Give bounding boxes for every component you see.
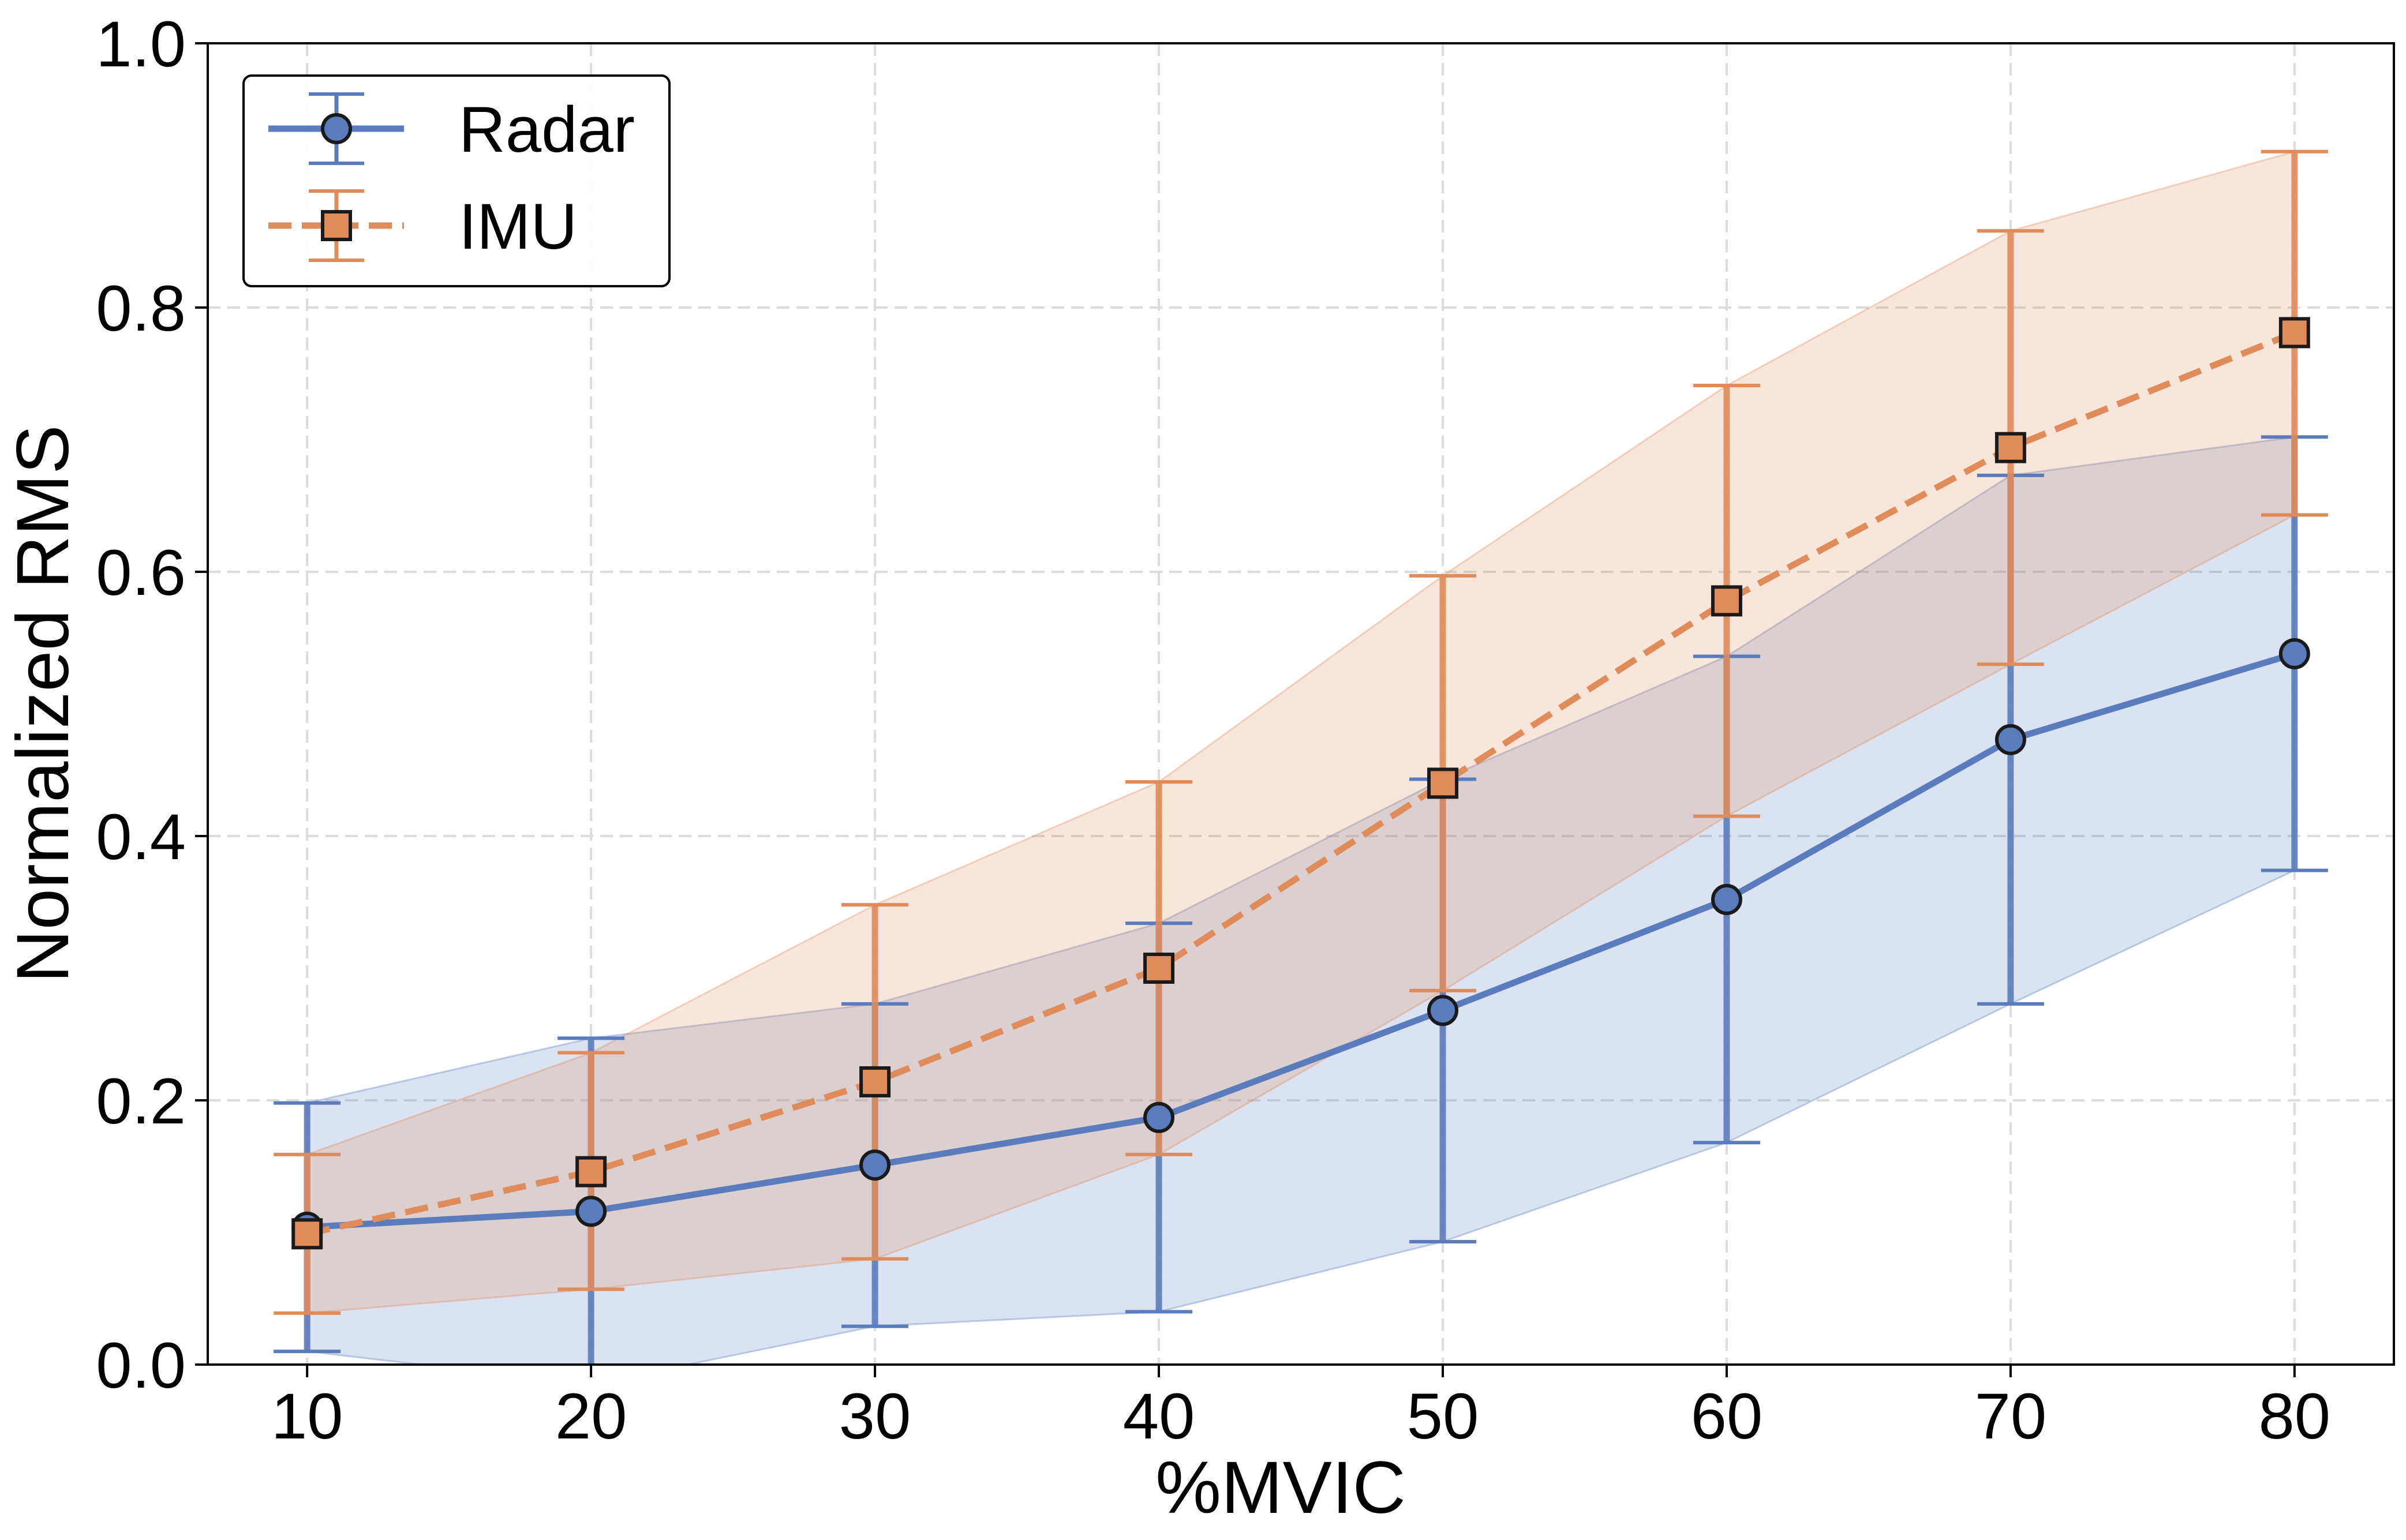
legend-item-imu: IMU [268, 189, 577, 263]
legend-radar-label: Radar [459, 93, 635, 166]
radar-line [306, 650, 2296, 1231]
imu-point [1711, 585, 1742, 617]
y-tick-label: 0.6 [96, 537, 186, 609]
axis-ticks: 10 20 30 40 50 60 70 80 0.0 0.2 0.4 0.6 0.8 1.0 [96, 8, 2330, 1452]
y-tick-label: 0.2 [96, 1065, 186, 1137]
x-tick-label: 30 [839, 1380, 911, 1452]
imu-point [2278, 317, 2310, 349]
legend: Radar IMU [242, 74, 671, 287]
y-tick-label: 1.0 [96, 8, 186, 80]
imu-point [1995, 432, 2026, 463]
imu-point [1427, 767, 1458, 799]
x-tick-label: 50 [1407, 1380, 1479, 1452]
x-tick-label: 70 [1975, 1380, 2047, 1452]
imu-point [859, 1066, 891, 1097]
radar-point [1143, 1101, 1175, 1133]
plot-frame [207, 42, 2395, 1366]
x-tick-label: 10 [271, 1380, 343, 1452]
legend-item-radar: Radar [268, 92, 635, 166]
radar-point [1427, 995, 1458, 1026]
x-tick-label: 80 [2259, 1380, 2331, 1452]
y-tick-label: 0.0 [96, 1329, 186, 1402]
y-tick-label: 0.4 [96, 801, 186, 873]
error-bands [306, 150, 2296, 1365]
legend-imu-label: IMU [459, 190, 577, 263]
series-markers [291, 317, 2310, 1250]
legend-radar-marker [321, 113, 352, 144]
radar-point [1711, 883, 1742, 915]
legend-imu-marker [321, 210, 352, 241]
plot-area [274, 149, 2328, 1365]
x-axis-label: %MVIC [1155, 1447, 1406, 1529]
radar-point [2278, 638, 2310, 669]
x-tick-label: 20 [555, 1380, 627, 1452]
x-tick-label: 60 [1691, 1380, 1763, 1452]
imu-point [575, 1156, 607, 1187]
imu-point [1143, 953, 1175, 984]
radar-point [859, 1149, 891, 1181]
imu-point [291, 1218, 323, 1250]
series-lines [306, 329, 2296, 1237]
y-tick-label: 0.8 [96, 272, 186, 344]
x-tick-label: 40 [1123, 1380, 1195, 1452]
radar-point [575, 1196, 607, 1227]
imu-line [306, 329, 2296, 1237]
y-axis-label: Normalized RMS [2, 425, 84, 983]
radar-point [1995, 724, 2026, 755]
